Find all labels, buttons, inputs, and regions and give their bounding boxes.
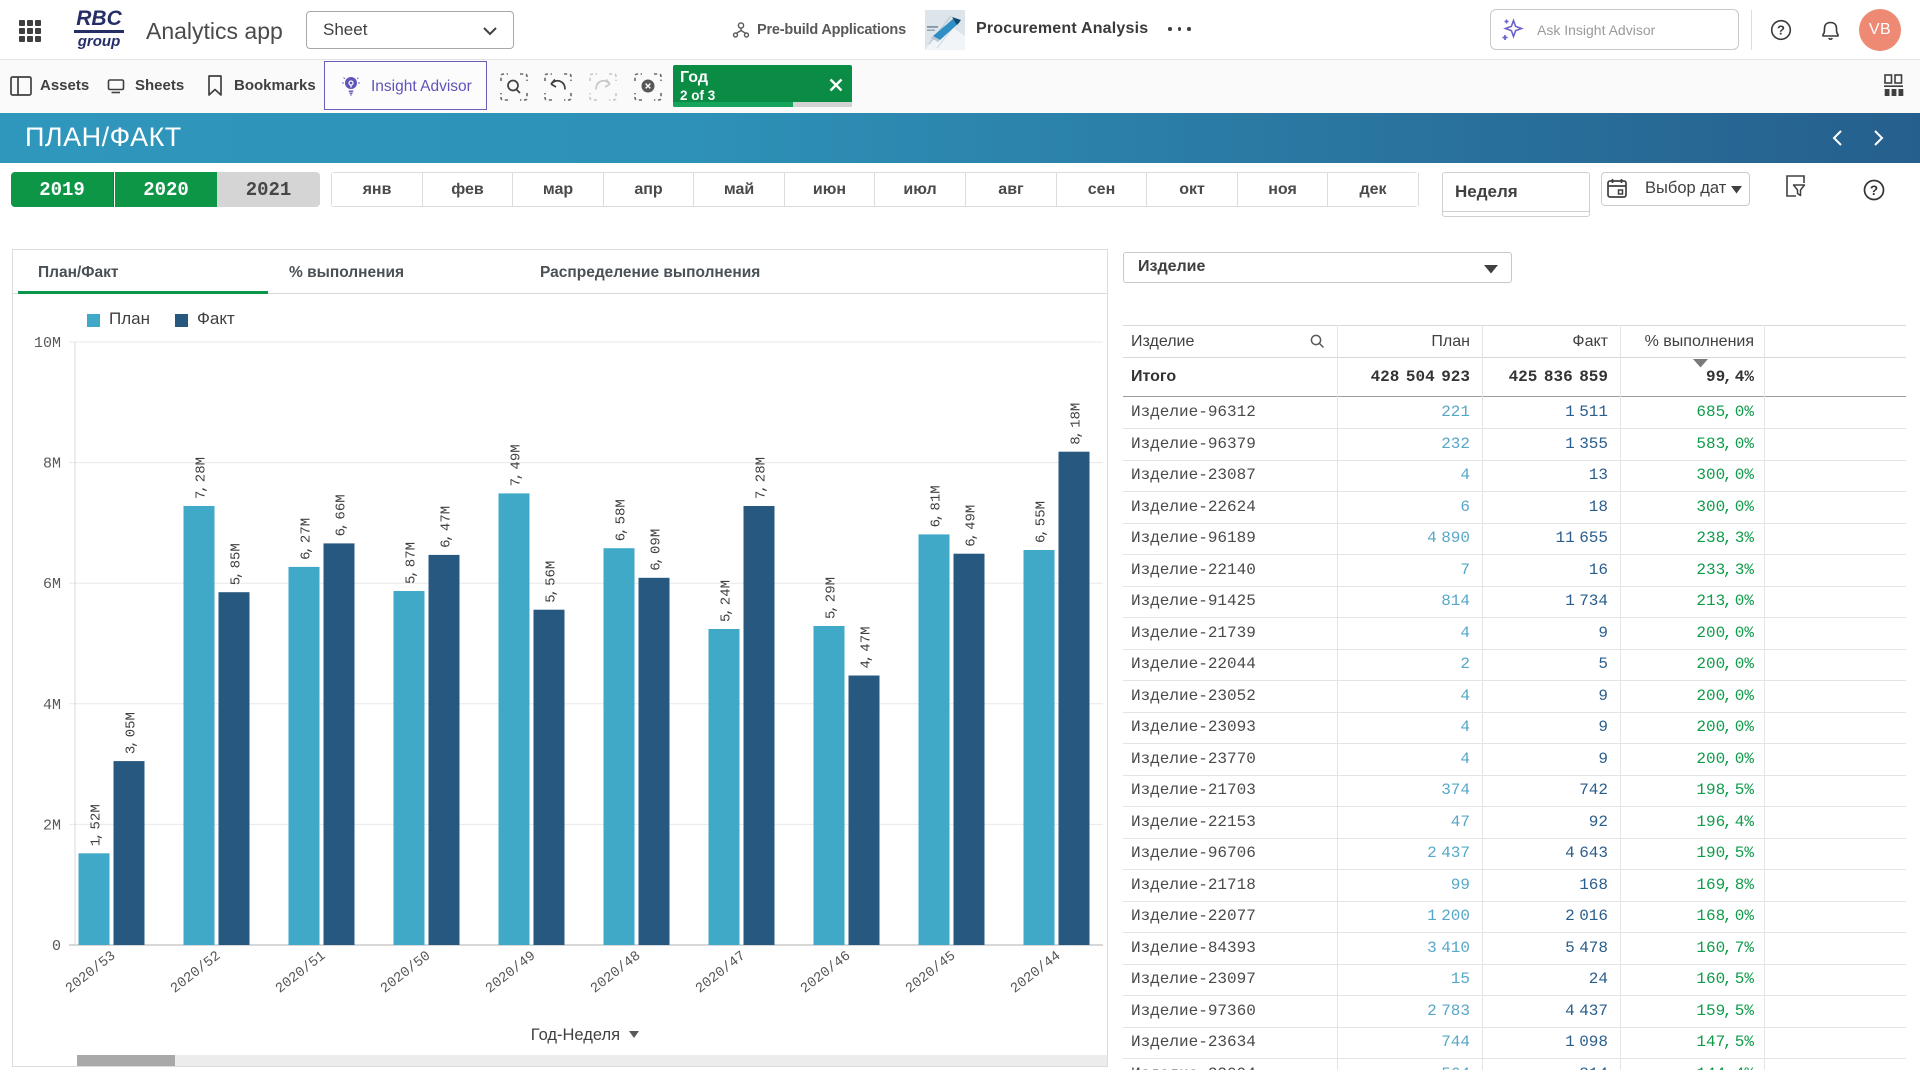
svg-text:6,09M: 6,09M bbox=[649, 529, 665, 571]
svg-text:6M: 6M bbox=[43, 576, 61, 593]
svg-text:8M: 8M bbox=[43, 456, 61, 473]
svg-text:7,28M: 7,28M bbox=[754, 457, 770, 499]
svg-text:2020/46: 2020/46 bbox=[798, 948, 854, 997]
svg-text:5,56M: 5,56M bbox=[544, 561, 560, 603]
svg-text:?: ? bbox=[1777, 23, 1785, 38]
svg-text:6,81M: 6,81M bbox=[929, 485, 945, 527]
svg-text:?: ? bbox=[1870, 183, 1878, 198]
svg-text:2020/44: 2020/44 bbox=[1008, 948, 1064, 997]
svg-text:2020/53: 2020/53 bbox=[63, 948, 119, 997]
svg-text:7,49M: 7,49M bbox=[509, 444, 525, 486]
svg-text:6,66M: 6,66M bbox=[334, 494, 350, 536]
svg-text:2M: 2M bbox=[43, 817, 61, 834]
svg-text:5,29M: 5,29M bbox=[824, 577, 840, 619]
svg-text:6,47M: 6,47M bbox=[439, 506, 455, 548]
svg-text:5,87M: 5,87M bbox=[404, 542, 420, 584]
svg-text:3,05M: 3,05M bbox=[124, 712, 140, 754]
svg-text:6,55M: 6,55M bbox=[1034, 501, 1050, 543]
svg-text:2020/48: 2020/48 bbox=[588, 948, 644, 997]
svg-text:2020/49: 2020/49 bbox=[483, 948, 539, 997]
svg-text:2020/50: 2020/50 bbox=[378, 948, 434, 997]
svg-text:2020/47: 2020/47 bbox=[693, 948, 749, 997]
svg-text:1,52M: 1,52M bbox=[89, 804, 105, 846]
svg-text:6,58M: 6,58M bbox=[614, 499, 630, 541]
svg-text:2020/52: 2020/52 bbox=[168, 948, 224, 997]
svg-text:6,49M: 6,49M bbox=[964, 505, 980, 547]
svg-text:5,85M: 5,85M bbox=[229, 543, 245, 585]
svg-text:6,27M: 6,27M bbox=[299, 518, 315, 560]
svg-text:4M: 4M bbox=[43, 697, 61, 714]
svg-text:2020/51: 2020/51 bbox=[273, 948, 329, 997]
svg-text:4,47M: 4,47M bbox=[859, 626, 875, 668]
svg-text:5,24M: 5,24M bbox=[719, 580, 735, 622]
svg-text:0: 0 bbox=[52, 938, 61, 955]
svg-text:10M: 10M bbox=[34, 335, 61, 352]
svg-text:8,18M: 8,18M bbox=[1069, 403, 1085, 445]
svg-text:2020/45: 2020/45 bbox=[903, 948, 959, 997]
svg-text:7,28M: 7,28M bbox=[194, 457, 210, 499]
